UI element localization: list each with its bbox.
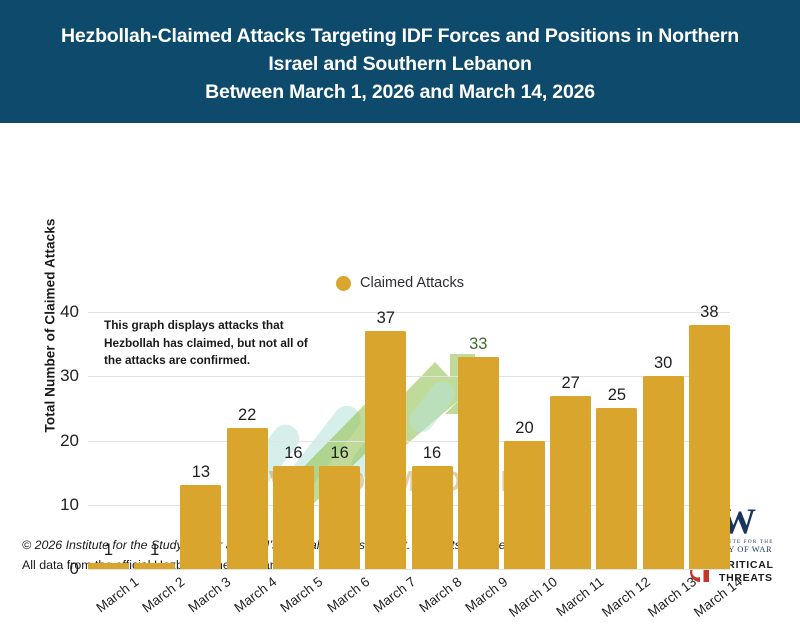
page-title-line-2: Israel and Southern Lebanon: [268, 53, 532, 75]
bar[interactable]: [365, 331, 407, 569]
bar-slot[interactable]: 33: [457, 312, 499, 569]
x-axis-tick: March 8: [412, 572, 464, 642]
bar[interactable]: [596, 408, 638, 569]
y-axis-tick-label: 30: [60, 366, 79, 386]
bar-value-label: 16: [284, 444, 303, 463]
ct-line-1: CRITICAL: [719, 559, 774, 571]
bar-slot[interactable]: 37: [365, 309, 407, 569]
x-axis-tick: March 1: [88, 572, 141, 642]
bar-value-label: 27: [561, 373, 580, 392]
x-axis-tick: March 13: [643, 572, 699, 642]
bar-slot[interactable]: 25: [596, 312, 638, 569]
x-axis-tick: March 5: [273, 572, 326, 642]
bar[interactable]: [319, 466, 361, 569]
bar-value-label: 33: [469, 334, 488, 353]
x-axis-tick: March 4: [227, 572, 280, 642]
bar-slot[interactable]: 1: [88, 312, 129, 569]
y-axis-tick-label: 40: [60, 302, 79, 321]
x-axis-tick: March 2: [134, 572, 187, 642]
bar[interactable]: [411, 466, 453, 569]
page-title-line-1: Hezbollah-Claimed Attacks Targeting IDF …: [61, 25, 739, 47]
bar-slot[interactable]: 1: [134, 312, 176, 569]
chart-legend: Claimed Attacks: [0, 275, 800, 291]
bar-slot[interactable]: 30: [642, 312, 684, 569]
chart-annotation: This graph displays attacks that Hezboll…: [104, 318, 308, 367]
gridline: [88, 312, 730, 313]
gridline: [88, 569, 730, 570]
x-axis-tick: March 6: [319, 572, 372, 642]
y-axis-tick-label: 10: [60, 494, 79, 514]
ct-line-2: THREATS: [719, 571, 773, 584]
bar[interactable]: [272, 466, 314, 569]
bar[interactable]: [88, 562, 129, 569]
bar[interactable]: [503, 440, 545, 569]
bar-slot[interactable]: 13: [180, 312, 222, 569]
critical-threats-wordmark: CRITICAL THREATS: [719, 559, 774, 584]
bar-slot[interactable]: 20: [503, 312, 545, 569]
bar[interactable]: [642, 376, 684, 569]
bar[interactable]: [688, 324, 730, 569]
bar[interactable]: [134, 562, 176, 569]
bar[interactable]: [226, 427, 268, 569]
x-axis-tick: March 7: [365, 572, 418, 642]
bar-value-label: 30: [653, 354, 673, 373]
bar-value-label: 22: [237, 405, 257, 424]
bar-value-label: 1: [103, 540, 114, 559]
bar-slot[interactable]: 16: [411, 312, 453, 569]
legend-marker-icon: [336, 275, 352, 291]
bar-value-label: 38: [700, 302, 719, 321]
header-banner: Hezbollah-Claimed Attacks Targeting IDF …: [0, 0, 800, 123]
legend-label: Claimed Attacks: [360, 275, 464, 291]
chart-container: Claimed Attacks VN COMMODITIES Total Num…: [0, 123, 800, 620]
y-axis-tick-label: 20: [60, 430, 79, 450]
y-axis-title: Total Number of Claimed Attacks: [42, 218, 58, 433]
bar-value-label: 16: [422, 444, 442, 463]
x-axis-tick: March 14: [689, 572, 745, 642]
x-axis-tick: March 12: [596, 572, 653, 642]
x-axis-tick: March 11: [550, 572, 606, 642]
bar-value-label: 13: [191, 463, 211, 482]
x-axis-tick: March 3: [180, 572, 233, 642]
bar[interactable]: [180, 485, 222, 569]
bar[interactable]: [550, 395, 592, 569]
bar[interactable]: [457, 356, 499, 569]
x-axis-labels: March 1 March 2 March 3 March 4 March 5 March…: [88, 572, 745, 642]
bar-value-label: 16: [330, 444, 349, 463]
bar-value-label: 25: [607, 386, 627, 405]
bar-slot[interactable]: 38: [688, 303, 730, 569]
page-title-line-3: Between March 1, 2026 and March 14, 2026: [205, 81, 595, 103]
isw-subtitle-bottom: STUDY OF WAR: [704, 545, 773, 554]
isw-subtitle-top: INSTITUTE FOR THE: [704, 539, 774, 545]
bar-value-label: 20: [515, 418, 534, 437]
x-axis-tick: March 10: [504, 572, 561, 642]
bar-value-label: 37: [376, 309, 395, 328]
y-axis-tick-label: 0: [69, 559, 79, 578]
x-axis-tick: March 9: [458, 572, 511, 642]
bar-value-label: 1: [150, 540, 160, 559]
bar-slot[interactable]: 27: [550, 312, 592, 569]
